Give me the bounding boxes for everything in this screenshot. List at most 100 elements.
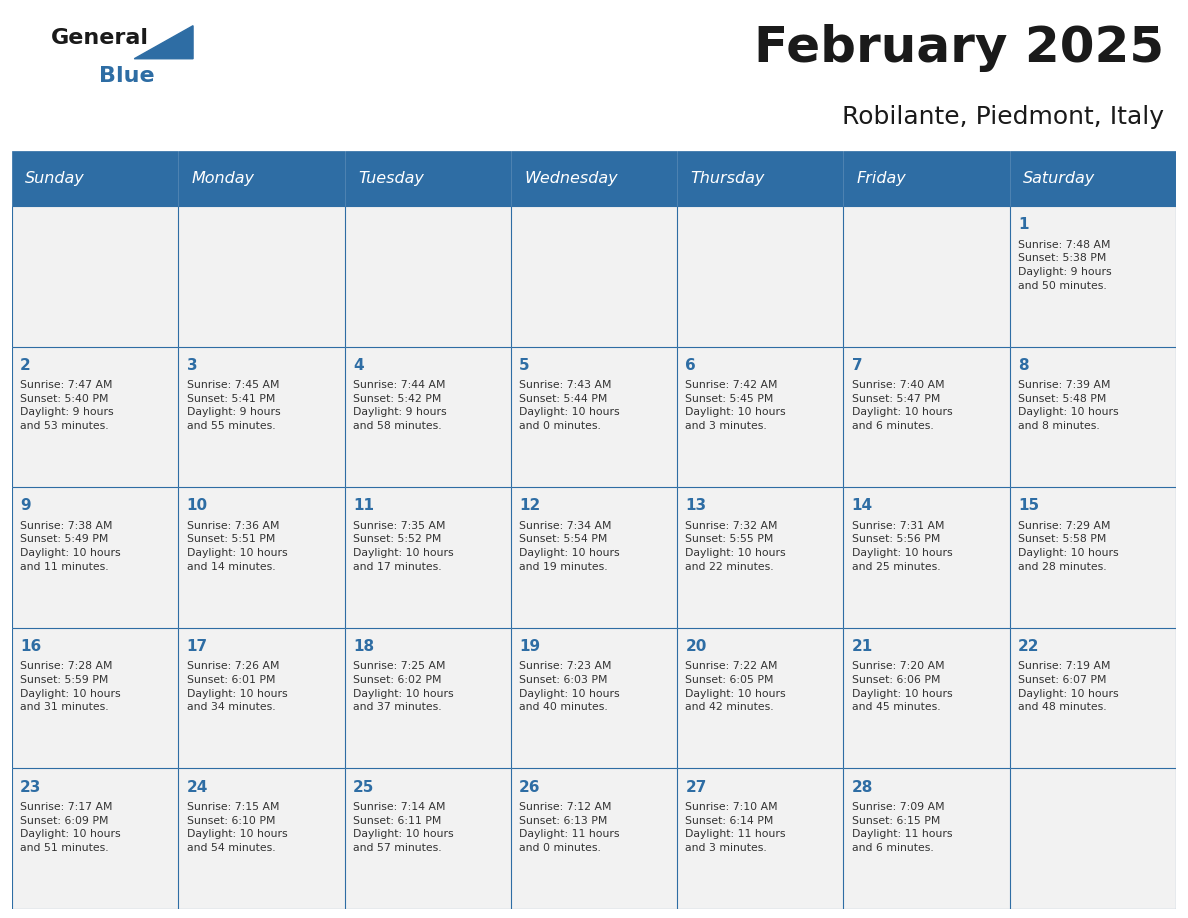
FancyBboxPatch shape [12,628,178,768]
Text: Sunrise: 7:23 AM
Sunset: 6:03 PM
Daylight: 10 hours
and 40 minutes.: Sunrise: 7:23 AM Sunset: 6:03 PM Dayligh… [519,662,620,712]
Text: 9: 9 [20,498,31,513]
FancyBboxPatch shape [1010,151,1176,206]
Text: 22: 22 [1018,639,1040,654]
FancyBboxPatch shape [178,206,345,347]
Text: Sunrise: 7:19 AM
Sunset: 6:07 PM
Daylight: 10 hours
and 48 minutes.: Sunrise: 7:19 AM Sunset: 6:07 PM Dayligh… [1018,662,1119,712]
FancyBboxPatch shape [178,347,345,487]
Text: Sunrise: 7:17 AM
Sunset: 6:09 PM
Daylight: 10 hours
and 51 minutes.: Sunrise: 7:17 AM Sunset: 6:09 PM Dayligh… [20,802,121,853]
Text: Sunrise: 7:10 AM
Sunset: 6:14 PM
Daylight: 11 hours
and 3 minutes.: Sunrise: 7:10 AM Sunset: 6:14 PM Dayligh… [685,802,786,853]
FancyBboxPatch shape [511,768,677,909]
Text: 28: 28 [852,779,873,794]
FancyBboxPatch shape [12,347,178,487]
Text: 26: 26 [519,779,541,794]
Text: 7: 7 [852,358,862,373]
FancyBboxPatch shape [12,206,178,347]
Text: Sunrise: 7:40 AM
Sunset: 5:47 PM
Daylight: 10 hours
and 6 minutes.: Sunrise: 7:40 AM Sunset: 5:47 PM Dayligh… [852,380,953,431]
Text: Sunrise: 7:29 AM
Sunset: 5:58 PM
Daylight: 10 hours
and 28 minutes.: Sunrise: 7:29 AM Sunset: 5:58 PM Dayligh… [1018,521,1119,572]
FancyBboxPatch shape [843,206,1010,347]
Text: Tuesday: Tuesday [358,172,424,186]
FancyBboxPatch shape [1010,487,1176,628]
FancyBboxPatch shape [677,206,843,347]
Text: Sunrise: 7:26 AM
Sunset: 6:01 PM
Daylight: 10 hours
and 34 minutes.: Sunrise: 7:26 AM Sunset: 6:01 PM Dayligh… [187,662,287,712]
Text: Friday: Friday [857,172,906,186]
FancyBboxPatch shape [511,487,677,628]
FancyBboxPatch shape [178,628,345,768]
Text: February 2025: February 2025 [754,24,1164,72]
Polygon shape [134,26,192,59]
FancyBboxPatch shape [511,628,677,768]
FancyBboxPatch shape [511,347,677,487]
Text: 4: 4 [353,358,364,373]
Text: Sunrise: 7:36 AM
Sunset: 5:51 PM
Daylight: 10 hours
and 14 minutes.: Sunrise: 7:36 AM Sunset: 5:51 PM Dayligh… [187,521,287,572]
FancyBboxPatch shape [345,151,511,206]
FancyBboxPatch shape [1010,628,1176,768]
Text: Sunrise: 7:25 AM
Sunset: 6:02 PM
Daylight: 10 hours
and 37 minutes.: Sunrise: 7:25 AM Sunset: 6:02 PM Dayligh… [353,662,454,712]
Text: Sunrise: 7:12 AM
Sunset: 6:13 PM
Daylight: 11 hours
and 0 minutes.: Sunrise: 7:12 AM Sunset: 6:13 PM Dayligh… [519,802,620,853]
FancyBboxPatch shape [843,628,1010,768]
Text: Sunrise: 7:09 AM
Sunset: 6:15 PM
Daylight: 11 hours
and 6 minutes.: Sunrise: 7:09 AM Sunset: 6:15 PM Dayligh… [852,802,953,853]
Text: Sunrise: 7:34 AM
Sunset: 5:54 PM
Daylight: 10 hours
and 19 minutes.: Sunrise: 7:34 AM Sunset: 5:54 PM Dayligh… [519,521,620,572]
Text: Sunrise: 7:22 AM
Sunset: 6:05 PM
Daylight: 10 hours
and 42 minutes.: Sunrise: 7:22 AM Sunset: 6:05 PM Dayligh… [685,662,786,712]
Text: Sunrise: 7:47 AM
Sunset: 5:40 PM
Daylight: 9 hours
and 53 minutes.: Sunrise: 7:47 AM Sunset: 5:40 PM Dayligh… [20,380,114,431]
Text: Blue: Blue [99,66,154,86]
Text: Wednesday: Wednesday [524,172,618,186]
Text: 16: 16 [20,639,42,654]
FancyBboxPatch shape [511,206,677,347]
FancyBboxPatch shape [677,347,843,487]
FancyBboxPatch shape [511,151,677,206]
FancyBboxPatch shape [677,151,843,206]
Text: 2: 2 [20,358,31,373]
Text: Sunrise: 7:44 AM
Sunset: 5:42 PM
Daylight: 9 hours
and 58 minutes.: Sunrise: 7:44 AM Sunset: 5:42 PM Dayligh… [353,380,447,431]
Text: 20: 20 [685,639,707,654]
FancyBboxPatch shape [677,487,843,628]
FancyBboxPatch shape [345,487,511,628]
FancyBboxPatch shape [843,151,1010,206]
Text: 12: 12 [519,498,541,513]
Text: Sunrise: 7:14 AM
Sunset: 6:11 PM
Daylight: 10 hours
and 57 minutes.: Sunrise: 7:14 AM Sunset: 6:11 PM Dayligh… [353,802,454,853]
FancyBboxPatch shape [12,487,178,628]
FancyBboxPatch shape [843,768,1010,909]
Text: 14: 14 [852,498,873,513]
Text: 17: 17 [187,639,208,654]
FancyBboxPatch shape [677,768,843,909]
Text: Sunrise: 7:31 AM
Sunset: 5:56 PM
Daylight: 10 hours
and 25 minutes.: Sunrise: 7:31 AM Sunset: 5:56 PM Dayligh… [852,521,953,572]
Text: Sunrise: 7:15 AM
Sunset: 6:10 PM
Daylight: 10 hours
and 54 minutes.: Sunrise: 7:15 AM Sunset: 6:10 PM Dayligh… [187,802,287,853]
Text: 5: 5 [519,358,530,373]
Text: 19: 19 [519,639,541,654]
Text: 18: 18 [353,639,374,654]
FancyBboxPatch shape [677,628,843,768]
Text: Sunrise: 7:38 AM
Sunset: 5:49 PM
Daylight: 10 hours
and 11 minutes.: Sunrise: 7:38 AM Sunset: 5:49 PM Dayligh… [20,521,121,572]
FancyBboxPatch shape [345,347,511,487]
Text: Sunrise: 7:39 AM
Sunset: 5:48 PM
Daylight: 10 hours
and 8 minutes.: Sunrise: 7:39 AM Sunset: 5:48 PM Dayligh… [1018,380,1119,431]
Text: Sunrise: 7:43 AM
Sunset: 5:44 PM
Daylight: 10 hours
and 0 minutes.: Sunrise: 7:43 AM Sunset: 5:44 PM Dayligh… [519,380,620,431]
Text: 27: 27 [685,779,707,794]
FancyBboxPatch shape [843,487,1010,628]
FancyBboxPatch shape [345,628,511,768]
Text: 8: 8 [1018,358,1029,373]
Text: Sunday: Sunday [25,172,84,186]
FancyBboxPatch shape [345,206,511,347]
Text: 10: 10 [187,498,208,513]
FancyBboxPatch shape [1010,206,1176,347]
Text: Saturday: Saturday [1023,172,1095,186]
Text: 1: 1 [1018,218,1029,232]
Text: Sunrise: 7:28 AM
Sunset: 5:59 PM
Daylight: 10 hours
and 31 minutes.: Sunrise: 7:28 AM Sunset: 5:59 PM Dayligh… [20,662,121,712]
Text: 3: 3 [187,358,197,373]
FancyBboxPatch shape [843,347,1010,487]
Text: Sunrise: 7:20 AM
Sunset: 6:06 PM
Daylight: 10 hours
and 45 minutes.: Sunrise: 7:20 AM Sunset: 6:06 PM Dayligh… [852,662,953,712]
Text: 24: 24 [187,779,208,794]
Text: 13: 13 [685,498,707,513]
Text: Sunrise: 7:32 AM
Sunset: 5:55 PM
Daylight: 10 hours
and 22 minutes.: Sunrise: 7:32 AM Sunset: 5:55 PM Dayligh… [685,521,786,572]
FancyBboxPatch shape [1010,347,1176,487]
Text: General: General [50,28,148,48]
Text: Sunrise: 7:42 AM
Sunset: 5:45 PM
Daylight: 10 hours
and 3 minutes.: Sunrise: 7:42 AM Sunset: 5:45 PM Dayligh… [685,380,786,431]
Text: Sunrise: 7:48 AM
Sunset: 5:38 PM
Daylight: 9 hours
and 50 minutes.: Sunrise: 7:48 AM Sunset: 5:38 PM Dayligh… [1018,240,1112,290]
Text: Monday: Monday [191,172,254,186]
Text: Sunrise: 7:45 AM
Sunset: 5:41 PM
Daylight: 9 hours
and 55 minutes.: Sunrise: 7:45 AM Sunset: 5:41 PM Dayligh… [187,380,280,431]
Text: 11: 11 [353,498,374,513]
Text: Robilante, Piedmont, Italy: Robilante, Piedmont, Italy [842,105,1164,129]
Text: 15: 15 [1018,498,1040,513]
FancyBboxPatch shape [178,487,345,628]
FancyBboxPatch shape [1010,768,1176,909]
FancyBboxPatch shape [12,151,178,206]
